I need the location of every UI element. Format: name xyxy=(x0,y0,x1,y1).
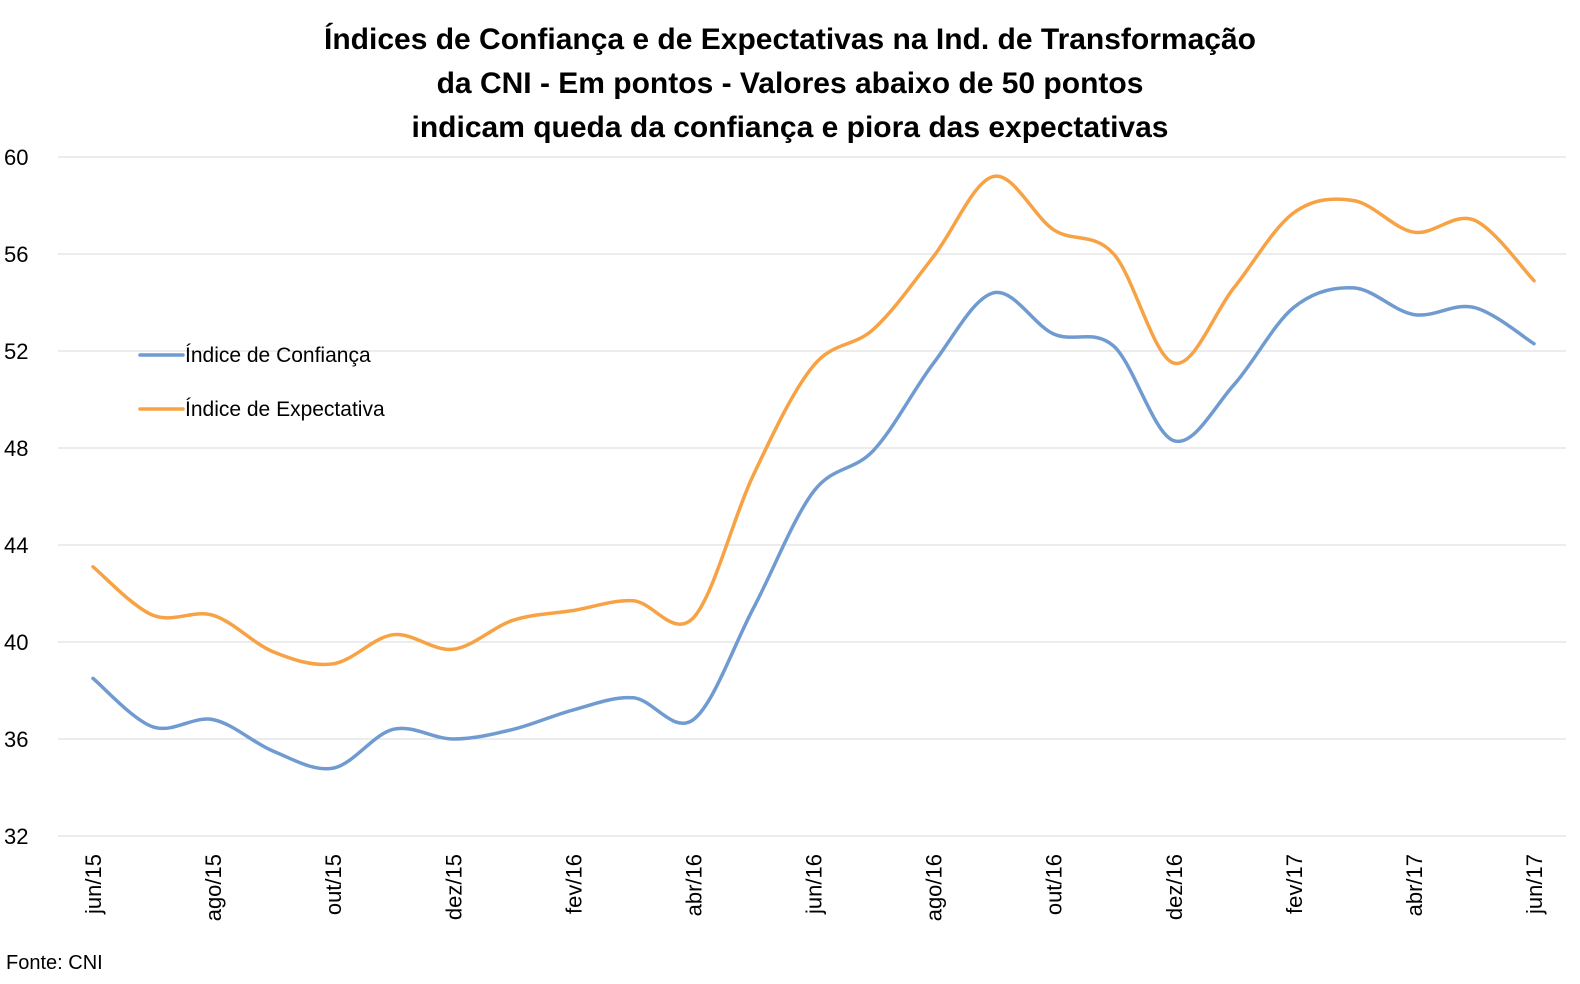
x-tick-label: ago/15 xyxy=(201,854,226,921)
series-line-expectativa xyxy=(91,174,1536,667)
legend-label: Índice de Expectativa xyxy=(185,398,385,421)
y-tick-label: 44 xyxy=(4,533,28,558)
y-axis-ticks: 32 36 40 44 48 52 56 60 xyxy=(4,145,28,849)
x-tick-label: dez/15 xyxy=(441,854,466,920)
x-axis-ticks: jun/15 ago/15 out/15 dez/15 fev/16 abr/16 jun/… xyxy=(81,854,1547,921)
y-tick-label: 48 xyxy=(4,436,28,461)
chart-title-line-2: da CNI - Em pontos - Valores abaixo de 5… xyxy=(436,67,1144,100)
y-tick-label: 60 xyxy=(4,145,28,170)
chart-title: Índices de Confiança e de Expectativas n… xyxy=(0,18,1580,150)
chart-title-line-1: Índices de Confiança e de Expectativas n… xyxy=(324,23,1256,56)
x-tick-label: abr/16 xyxy=(681,854,706,916)
legend-item-expectativa: Índice de Expectativa xyxy=(138,398,385,421)
x-tick-label: jun/17 xyxy=(1522,854,1547,915)
x-tick-label: dez/16 xyxy=(1162,854,1187,920)
legend-item-confianca: Índice de Confiança xyxy=(138,344,371,367)
x-tick-label: fev/17 xyxy=(1282,854,1307,914)
x-tick-label: out/15 xyxy=(321,854,346,915)
chart-title-line-3: indicam queda da confiança e piora das e… xyxy=(411,111,1169,144)
gridlines xyxy=(58,156,1566,837)
y-tick-label: 32 xyxy=(4,824,28,849)
legend-label: Índice de Confiança xyxy=(185,344,371,367)
y-tick-label: 52 xyxy=(4,339,28,364)
x-tick-label: ago/16 xyxy=(922,854,947,921)
x-tick-label: jun/15 xyxy=(81,854,106,915)
series-line-confianca xyxy=(91,285,1536,771)
y-tick-label: 56 xyxy=(4,242,28,267)
y-tick-label: 36 xyxy=(4,727,28,752)
x-tick-label: abr/17 xyxy=(1402,854,1427,916)
x-tick-label: jun/16 xyxy=(802,854,827,915)
legend: Índice de Confiança Índice de Expectativa xyxy=(138,344,385,421)
x-tick-label: out/16 xyxy=(1042,854,1067,915)
series-lines xyxy=(91,174,1536,771)
source-note: Fonte: CNI xyxy=(6,952,103,974)
y-tick-label: 40 xyxy=(4,630,28,655)
x-tick-label: fev/16 xyxy=(561,854,586,914)
